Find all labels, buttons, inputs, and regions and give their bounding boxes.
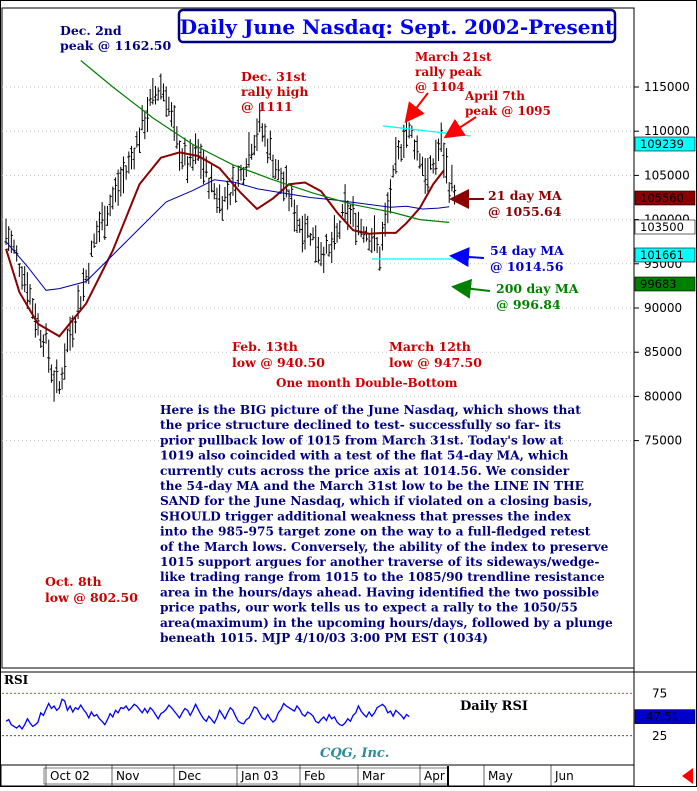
arrow-apr7 — [443, 116, 477, 139]
rsi-title: Daily RSI — [460, 699, 528, 714]
commentary-line: of the March lows. Conversely, the abili… — [160, 540, 609, 554]
annotation-mar21: March 21st — [415, 50, 492, 64]
annotation-ma54: @ 1014.56 — [490, 259, 564, 274]
commentary-line: price paths, our work tells us to expect… — [160, 601, 578, 615]
commentary-line: currently cuts across the price axis at … — [160, 464, 570, 478]
annotation-apr7: April 7th — [464, 89, 525, 103]
title-frame — [177, 8, 617, 44]
price-badges: 109239 105560 103500 101661 99683 — [634, 136, 696, 292]
annotation-ma21: 21 day MA — [488, 188, 562, 203]
y-tick-label: 85000 — [644, 345, 682, 359]
commentary-line: prior pullback low of 1015 from March 31… — [160, 433, 564, 447]
commentary-line: area(maximum) in the upcoming hours/days… — [160, 616, 613, 630]
annotation-mar12: low @ 947.50 — [389, 355, 482, 370]
rsi-line — [5, 698, 410, 731]
annotation-arrows — [404, 92, 491, 299]
arrow-ma200 — [451, 278, 491, 299]
annotation-oct8: low @ 802.50 — [45, 590, 138, 605]
price-badge-label: 109239 — [640, 137, 684, 151]
annotation-ma21: @ 1055.64 — [488, 204, 562, 219]
price-badge-label: 105560 — [640, 191, 684, 205]
rsi-tick-label: 25 — [652, 729, 667, 743]
rsi-tick-label: 75 — [652, 686, 667, 700]
y-tick-label: 80000 — [644, 389, 682, 403]
y-tick-label: 90000 — [644, 301, 682, 315]
rsi-panel: RSI 75 25 Daily RSI 47.51 CQG, Inc. — [0, 671, 697, 761]
annotation-feb13: low @ 940.50 — [232, 355, 325, 370]
x-tick-label: Jun — [554, 769, 574, 783]
commentary-line: into the 985-975 target zone on the way … — [160, 525, 591, 539]
price-badge-box — [634, 247, 696, 263]
y-tick-label: 105000 — [644, 168, 690, 182]
price-bars — [4, 73, 457, 402]
time-axis-bar — [0, 764, 635, 787]
price-badge-label: 99683 — [640, 277, 677, 291]
price-badge-box — [634, 219, 696, 235]
commentary-line: the 54-day MA and the March 31st low to … — [160, 479, 584, 493]
annotation-mar21: @ 1104 — [415, 80, 465, 94]
commentary-line: Here is the BIG picture of the June Nasd… — [160, 403, 581, 417]
price-badge-box — [634, 136, 696, 152]
annotation-dec31: rally high — [241, 84, 308, 99]
rsi-current-badge — [634, 709, 696, 724]
x-tick-label: May — [488, 769, 513, 783]
price-badge-box — [634, 276, 696, 292]
commentary-line: SAND for the June Nasdaq, which if viola… — [160, 494, 592, 508]
annotation-mar21: rally peak — [415, 65, 482, 79]
54-day-ma-line — [5, 179, 450, 291]
commentary-line: area in the hours/days ahead. Having ide… — [160, 585, 599, 599]
rsi-panel-label: RSI — [4, 673, 29, 687]
price-badge-box — [634, 190, 696, 206]
y-tick-label: 110000 — [644, 124, 690, 138]
chart-title: Daily June Nasdaq: Sept. 2002-Present — [180, 15, 615, 39]
commentary-line: beneath 1015. MJP 4/10/03 3:00 PM EST (1… — [160, 631, 488, 645]
moving-averages — [5, 60, 450, 338]
annotation-ma200: @ 996.84 — [496, 297, 561, 312]
21-day-ma-line — [5, 151, 445, 338]
annotation-feb13: Feb. 13th — [232, 339, 298, 354]
x-tick-label: Apr — [424, 769, 445, 783]
commentary-line: 1019 also coincided with a test of the f… — [160, 449, 568, 463]
x-tick-label: Mar — [362, 769, 385, 783]
time-axis: Oct 02 Nov Dec Jan 03 Feb Mar Apr May Jun — [0, 764, 693, 787]
x-tick-label: Nov — [116, 769, 139, 783]
annotation-double: One month Double-Bottom — [276, 376, 458, 390]
scroll-arrow-icon — [682, 768, 693, 784]
price-gridlines — [2, 86, 634, 442]
annotation-dec31: @ 1111 — [241, 99, 293, 114]
commentary-line: SHOULD trigger additional weakness that … — [160, 509, 572, 523]
x-tick-label: Oct 02 — [50, 769, 90, 783]
annotation-dec2: peak @ 1162.50 — [60, 38, 171, 53]
y-tick-label: 115000 — [644, 80, 690, 94]
200-day-ma-line — [80, 60, 450, 223]
cqg-watermark: CQG, Inc. — [320, 746, 389, 761]
commentary-line: the price structure declined to test- su… — [160, 418, 561, 432]
annotation-mar12: March 12th — [389, 339, 471, 354]
annotation-oct8: Oct. 8th — [45, 574, 102, 589]
annotation-ma54: 54 day MA — [490, 243, 564, 258]
annotation-dec2: Dec. 2nd — [60, 23, 122, 38]
annotation-apr7: peak @ 1095 — [465, 104, 551, 118]
commentary-line: 1015 support argues for another traverse… — [160, 555, 599, 569]
x-tick-label: Dec — [178, 769, 201, 783]
title-box: Daily June Nasdaq: Sept. 2002-Present — [177, 8, 617, 44]
arrow-mar21 — [404, 92, 429, 124]
annotation-ma200: 200 day MA — [496, 281, 579, 296]
annotation-dec31: Dec. 31st — [241, 69, 307, 84]
x-tick-label: Jan 03 — [240, 769, 279, 783]
rsi-current-label: 47.51 — [646, 710, 679, 724]
commentary-block: Here is the BIG picture of the June Nasd… — [160, 403, 613, 645]
y-tick-label: 75000 — [644, 434, 682, 448]
arrow-ma54 — [449, 247, 485, 268]
x-tick-label: Feb — [304, 769, 325, 783]
price-badge-label: 103500 — [640, 220, 684, 234]
price-badge-label: 101661 — [640, 248, 684, 262]
commentary-line: like trading range from 1015 to the 1085… — [160, 570, 605, 584]
